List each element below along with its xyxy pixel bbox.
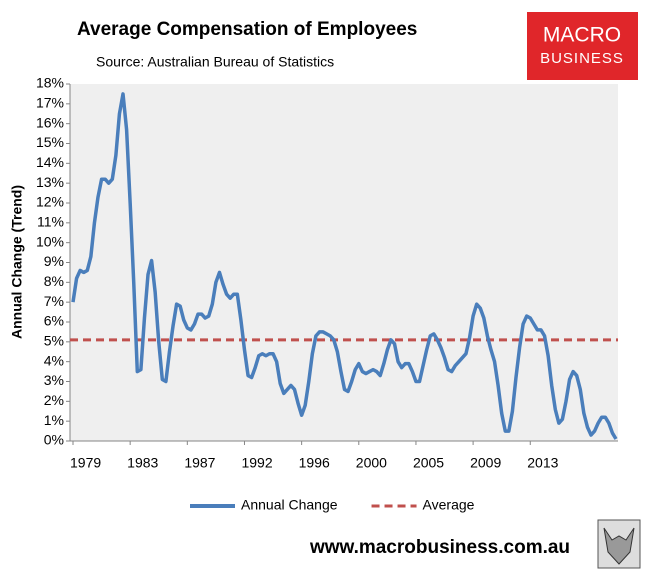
legend-label: Annual Change xyxy=(241,497,338,513)
y-tick-label: 7% xyxy=(44,293,64,309)
footer: www.macrobusiness.com.au xyxy=(309,537,570,558)
data-line xyxy=(71,92,618,440)
y-tick-label: 1% xyxy=(44,412,64,428)
y-tick-label: 5% xyxy=(44,333,64,349)
x-tick-label: 1996 xyxy=(299,455,330,471)
y-tick-label: 16% xyxy=(36,114,64,130)
y-tick-label: 17% xyxy=(36,95,64,111)
y-tick-label: 3% xyxy=(44,372,64,388)
y-tick-label: 0% xyxy=(44,432,64,448)
x-tick-label: 2000 xyxy=(356,455,387,471)
x-tick-label: 1979 xyxy=(70,455,101,471)
y-tick-label: 2% xyxy=(44,392,64,408)
logo-text: MACRO xyxy=(543,24,621,47)
logo-box xyxy=(527,12,638,80)
y-tick-label: 15% xyxy=(36,134,64,150)
chart-title: Average Compensation of Employees xyxy=(77,19,417,40)
logo-text: BUSINESS xyxy=(540,50,624,67)
y-tick-label: 8% xyxy=(44,273,64,289)
legend-label: Average xyxy=(423,497,475,513)
y-tick-label: 13% xyxy=(36,174,64,190)
logo-icon xyxy=(603,527,635,565)
x-tick-label: 2005 xyxy=(413,455,444,471)
x-tick-label: 1983 xyxy=(127,455,158,471)
chart-subtitle: Source: Australian Bureau of Statistics xyxy=(96,54,334,70)
y-tick-label: 4% xyxy=(44,352,64,368)
x-tick-label: 1992 xyxy=(241,455,272,471)
y-axis-label: Annual Change (Trend) xyxy=(9,185,25,339)
x-tick-label: 2009 xyxy=(470,455,501,471)
y-tick-label: 6% xyxy=(44,313,64,329)
y-tick-label: 10% xyxy=(36,233,64,249)
x-tick-label: 2013 xyxy=(527,455,558,471)
y-tick-label: 11% xyxy=(37,214,64,230)
y-tick-label: 14% xyxy=(36,154,64,170)
y-tick-label: 9% xyxy=(44,253,64,269)
y-tick-label: 12% xyxy=(36,194,64,210)
x-tick-label: 1987 xyxy=(184,455,215,471)
y-tick-label: 18% xyxy=(36,75,64,91)
